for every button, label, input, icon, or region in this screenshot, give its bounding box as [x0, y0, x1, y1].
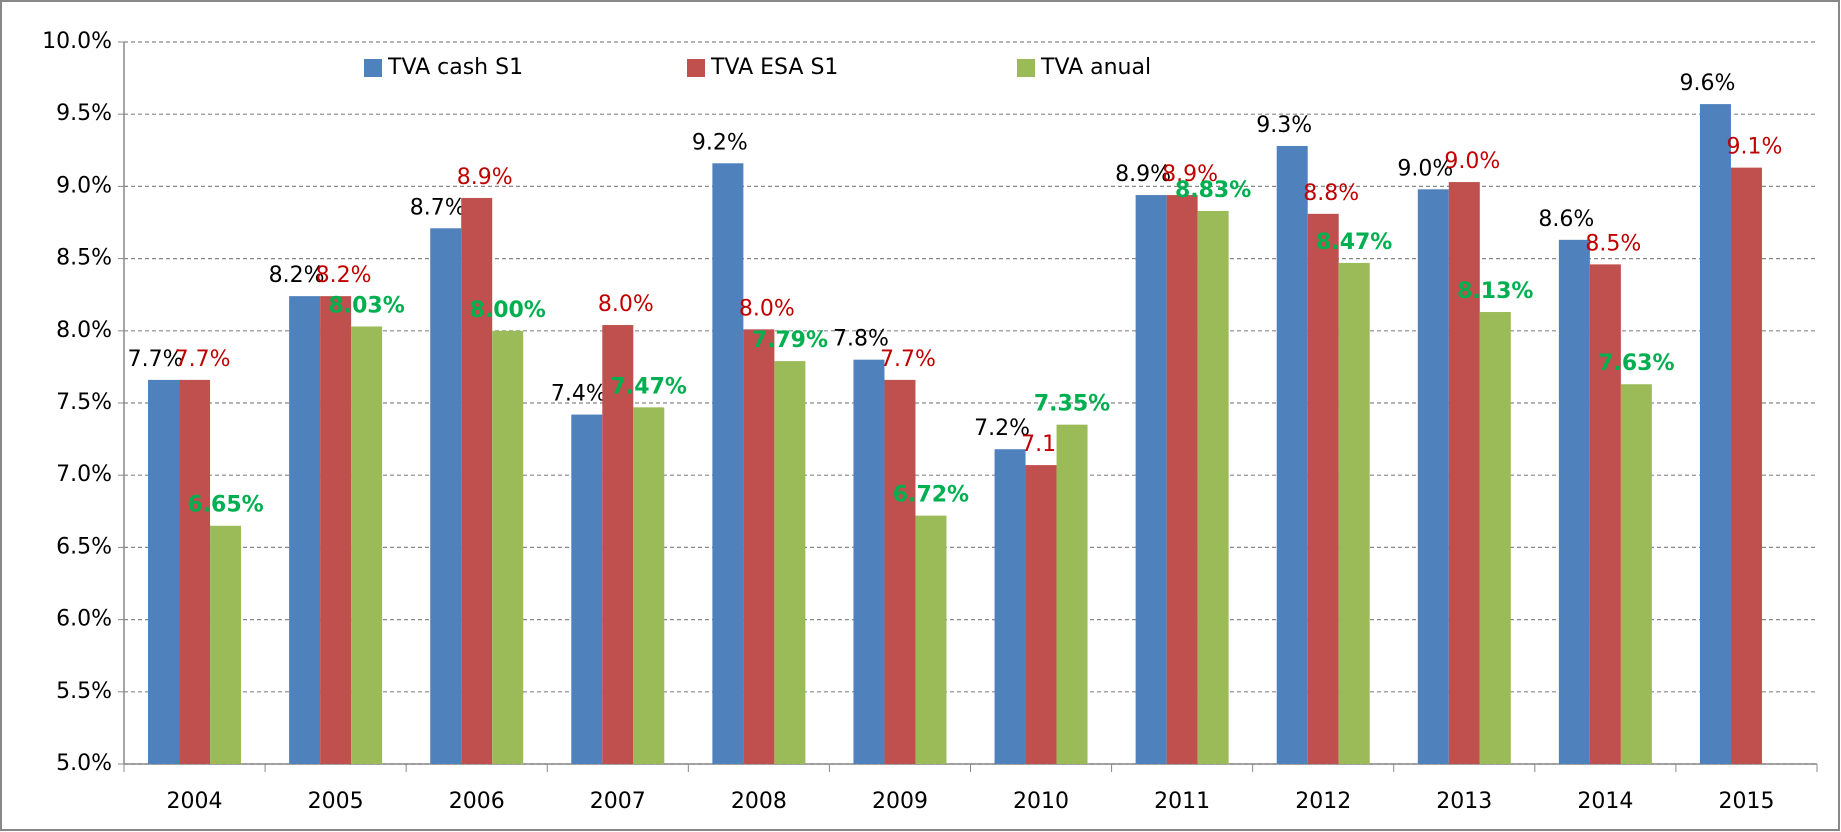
data-label: 7.7%	[128, 347, 184, 372]
data-label: 7.79%	[752, 328, 828, 353]
data-label: 8.83%	[1175, 178, 1251, 203]
data-label: 9.0%	[1397, 156, 1453, 181]
bar	[1307, 213, 1339, 764]
data-label: 8.9%	[457, 165, 513, 190]
bar	[1479, 312, 1511, 764]
data-label: 7.7%	[175, 347, 231, 372]
bar	[461, 197, 493, 764]
data-label: 7.4%	[551, 382, 607, 407]
bar	[492, 330, 524, 764]
x-tick-label: 2009	[872, 789, 928, 814]
data-label: 7.47%	[611, 374, 687, 399]
bar	[1056, 424, 1088, 764]
bar	[1620, 384, 1652, 764]
bar	[915, 515, 947, 764]
legend-label: TVA cash S1	[387, 55, 523, 80]
y-tick-label: 8.0%	[56, 318, 112, 343]
data-label: 6.72%	[893, 483, 969, 508]
bar	[1448, 182, 1480, 764]
data-label: 8.13%	[1457, 279, 1533, 304]
legend-swatch	[364, 59, 382, 77]
x-tick-label: 2004	[167, 789, 223, 814]
bar	[1417, 189, 1449, 765]
bar	[602, 325, 634, 764]
bar	[743, 329, 775, 764]
legend-swatch	[1017, 59, 1035, 77]
data-label: 8.2%	[269, 263, 325, 288]
data-label: 9.0%	[1444, 149, 1500, 174]
x-tick-label: 2010	[1013, 789, 1069, 814]
x-tick-label: 2015	[1718, 789, 1774, 814]
bar	[1589, 264, 1621, 764]
data-label: 8.0%	[739, 296, 795, 321]
data-label: 8.0%	[598, 292, 654, 317]
y-tick-label: 7.0%	[56, 462, 112, 487]
data-label: 9.2%	[692, 130, 748, 155]
bar	[1276, 145, 1308, 764]
x-tick-label: 2005	[308, 789, 364, 814]
bar	[289, 296, 321, 764]
x-tick-label: 2008	[731, 789, 787, 814]
bar	[994, 449, 1026, 764]
bar	[1197, 210, 1229, 764]
y-tick-label: 5.5%	[56, 679, 112, 704]
bar	[1730, 167, 1762, 765]
data-label: 9.3%	[1256, 113, 1312, 138]
y-tick-label: 6.0%	[56, 607, 112, 632]
bar	[774, 361, 806, 764]
data-label: 8.9%	[1115, 162, 1171, 187]
data-label: 8.03%	[328, 293, 404, 318]
data-label: 7.63%	[1598, 351, 1674, 376]
y-tick-label: 6.5%	[56, 534, 112, 559]
bar	[1558, 239, 1590, 764]
data-label: 7.8%	[833, 327, 889, 352]
data-label: 7.7%	[880, 347, 936, 372]
x-tick-label: 2011	[1154, 789, 1210, 814]
x-tick-label: 2007	[590, 789, 646, 814]
bar	[148, 379, 180, 764]
bar	[571, 414, 603, 764]
data-label: 8.5%	[1585, 231, 1641, 256]
data-label: 9.6%	[1680, 71, 1736, 96]
data-label: 8.8%	[1303, 181, 1359, 206]
x-tick-label: 2014	[1577, 789, 1633, 814]
bar	[1338, 262, 1370, 764]
x-tick-label: 2006	[449, 789, 505, 814]
data-label: 8.2%	[316, 263, 372, 288]
bar	[712, 163, 744, 764]
bar	[1166, 195, 1198, 765]
y-tick-label: 5.0%	[56, 751, 112, 776]
legend-label: TVA anual	[1040, 55, 1151, 80]
bar	[430, 228, 462, 764]
bar	[320, 296, 352, 764]
legend-label: TVA ESA S1	[710, 55, 838, 80]
data-label: 8.9%	[1162, 162, 1218, 187]
bar	[1025, 465, 1057, 764]
y-tick-label: 7.5%	[56, 390, 112, 415]
x-tick-label: 2013	[1436, 789, 1492, 814]
data-label: 8.7%	[410, 195, 466, 220]
data-label: 6.65%	[187, 493, 263, 518]
bar	[884, 379, 916, 764]
bar	[210, 525, 242, 764]
y-tick-label: 9.0%	[56, 173, 112, 198]
bar	[1135, 195, 1167, 765]
legend-swatch	[687, 59, 705, 77]
bar	[1699, 104, 1731, 765]
data-label: 8.6%	[1538, 207, 1594, 232]
x-tick-label: 2012	[1295, 789, 1351, 814]
bar	[179, 379, 211, 764]
data-label: 8.00%	[470, 298, 546, 323]
y-tick-label: 10.0%	[42, 29, 112, 54]
bar	[853, 359, 885, 764]
y-tick-label: 9.5%	[56, 101, 112, 126]
data-label: 9.1%	[1727, 135, 1783, 160]
bar	[633, 407, 665, 764]
data-label: 8.47%	[1316, 230, 1392, 255]
data-label: 7.2%	[974, 416, 1030, 441]
y-tick-label: 8.5%	[56, 246, 112, 271]
bar	[351, 326, 383, 764]
data-label: 7.35%	[1034, 392, 1110, 417]
